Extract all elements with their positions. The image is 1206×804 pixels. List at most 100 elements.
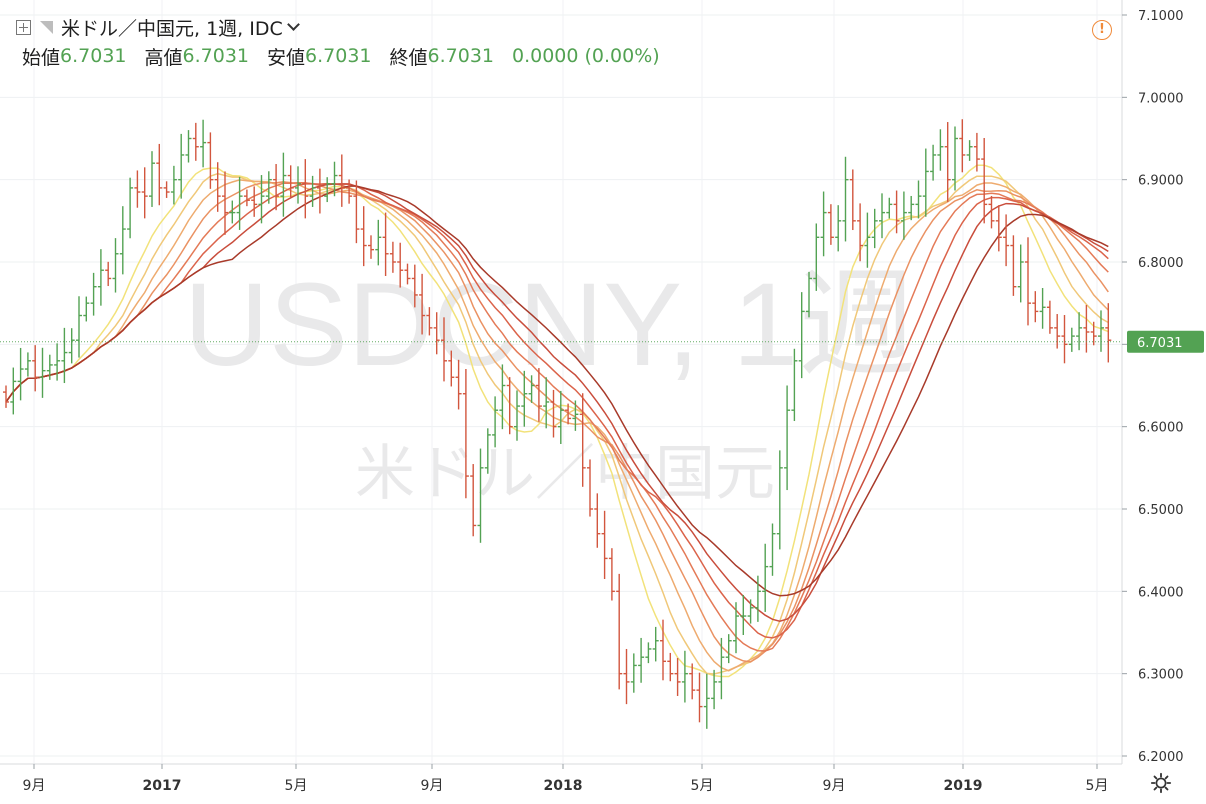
- ohlc-bar: [776, 450, 783, 550]
- ohlc-bar: [397, 242, 404, 288]
- price-tick-label: 7.1000: [1138, 9, 1184, 24]
- price-bars: [3, 119, 1112, 729]
- ohlc-bar: [273, 164, 280, 211]
- ohlc-bar: [455, 359, 462, 410]
- time-tick-label: 9月: [823, 778, 846, 794]
- ohlc-bar: [514, 390, 520, 441]
- ohlc-bar: [353, 180, 360, 244]
- ohlc-bar: [973, 132, 980, 172]
- ohlc-bar: [1054, 314, 1061, 349]
- ohlc-bar: [988, 195, 995, 229]
- ohlc-bar: [879, 193, 885, 239]
- ma-line: [5, 181, 1109, 663]
- time-tick-label: 5月: [1086, 778, 1109, 794]
- ohlc-bar: [1083, 304, 1090, 353]
- ohlc-bar: [608, 548, 615, 601]
- ohlc-bar: [389, 241, 396, 273]
- price-tick-label: 6.4000: [1138, 585, 1184, 600]
- ohlc-bar: [134, 170, 141, 208]
- ohlc-bar: [1039, 288, 1046, 329]
- price-tick-label: 6.5000: [1138, 503, 1184, 518]
- ohlc-bar: [411, 264, 418, 308]
- chevron-down-icon[interactable]: [286, 17, 300, 31]
- ohlc-bar: [740, 594, 747, 636]
- ohlc-bar: [229, 200, 236, 224]
- ohlc-bar: [754, 575, 761, 622]
- ohlc-bar: [119, 206, 126, 275]
- ohlc-bar: [616, 573, 623, 690]
- ohlc-bar: [178, 133, 185, 199]
- ohlc-bar: [3, 385, 9, 408]
- ohlc-bar: [667, 652, 674, 682]
- ohlc-bar: [900, 191, 907, 240]
- ohlc-bar: [222, 171, 228, 235]
- ohlc-bar: [718, 637, 725, 700]
- watermark-name: 米ドル／中国元: [355, 439, 775, 509]
- ohlc-bar: [470, 464, 477, 537]
- time-tick-label: 5月: [285, 778, 308, 794]
- ohlc-bar: [83, 296, 90, 322]
- ohlc-bar: [886, 197, 893, 219]
- ohlc-bar: [39, 347, 46, 398]
- ohlc-bar: [426, 307, 433, 336]
- ohlc-bar: [1010, 235, 1017, 296]
- ohlc-bar: [280, 152, 287, 217]
- ohlc-bar: [1090, 321, 1097, 346]
- ohlc-bar: [725, 634, 732, 664]
- ohlc-bar: [382, 212, 389, 276]
- ohlc-bar: [813, 223, 820, 291]
- legend-symbol-row: 米ドル／中国元, 1週, IDC: [6, 14, 660, 40]
- symbol-title[interactable]: 米ドル／中国元, 1週, IDC: [61, 17, 283, 40]
- ohlc-bar: [61, 327, 68, 384]
- ohlc-bar: [97, 249, 104, 306]
- ohlc-bar: [1032, 291, 1039, 323]
- ohlc-bar: [652, 626, 659, 662]
- ohlc-bar: [623, 648, 630, 705]
- ohlc-bar: [462, 369, 469, 499]
- price-axis[interactable]: 7.10007.00006.90006.80006.70006.60006.50…: [1121, 0, 1184, 765]
- watermark-symbol: USDCNY, 1週: [184, 259, 916, 391]
- ohlc-bar: [1025, 237, 1031, 326]
- time-tick-label: 9月: [23, 778, 46, 794]
- ohlc-bar: [747, 599, 754, 624]
- ohlc-bar: [170, 165, 177, 205]
- ohlc-bar: [1017, 244, 1024, 303]
- legend-ohlc-row: 始値 6.7031 高値 6.7031 安値 6.7031 終値 6.7031 0.00…: [6, 42, 660, 70]
- last-price-tag-box: [1127, 330, 1204, 353]
- ohlc-bar: [10, 367, 17, 415]
- ohlc-bar: [798, 292, 805, 379]
- low-label: 安値: [267, 46, 306, 69]
- ohlc-bar: [849, 169, 856, 231]
- ohlc-bar: [112, 238, 119, 293]
- ohlc-bar: [543, 377, 550, 429]
- ohlc-bar: [207, 132, 214, 189]
- last-price-tag-label: 6.7031: [1137, 336, 1183, 351]
- ohlc-bar: [908, 195, 915, 221]
- ohlc-bar: [346, 179, 353, 204]
- ohlc-bar: [338, 154, 345, 207]
- plus-icon[interactable]: [16, 19, 31, 35]
- alert-icon[interactable]: !: [1092, 20, 1112, 40]
- ma-line: [5, 172, 1109, 675]
- open-label: 始値: [22, 46, 61, 69]
- low-value: 6.7031: [305, 45, 372, 67]
- ohlc-bar: [1061, 315, 1068, 364]
- gear-icon[interactable]: [1150, 772, 1172, 794]
- change-value: 0.0000 (0.00%): [512, 45, 660, 67]
- ohlc-bar: [528, 375, 535, 403]
- ohlc-bar: [360, 206, 367, 267]
- time-axis[interactable]: 9月 2017 5月 9月 2018 5月 9月 2019 5月: [0, 763, 1122, 794]
- ohlc-bar: [565, 403, 572, 425]
- ohlc-bar: [287, 165, 294, 198]
- ohlc-bar: [521, 370, 528, 427]
- ohlc-bar: [871, 208, 878, 249]
- ohlc-bar: [1076, 312, 1083, 351]
- chart-legend: 米ドル／中国元, 1週, IDC 始値 6.7031 高値 6.7031 安値 6.7…: [6, 14, 660, 70]
- ohlc-bar: [937, 129, 944, 171]
- ohlc-bar: [594, 493, 601, 548]
- high-label: 高値: [144, 46, 183, 69]
- ohlc-bar: [499, 364, 506, 430]
- ohlc-bar: [295, 166, 301, 204]
- ohlc-bar: [952, 126, 958, 191]
